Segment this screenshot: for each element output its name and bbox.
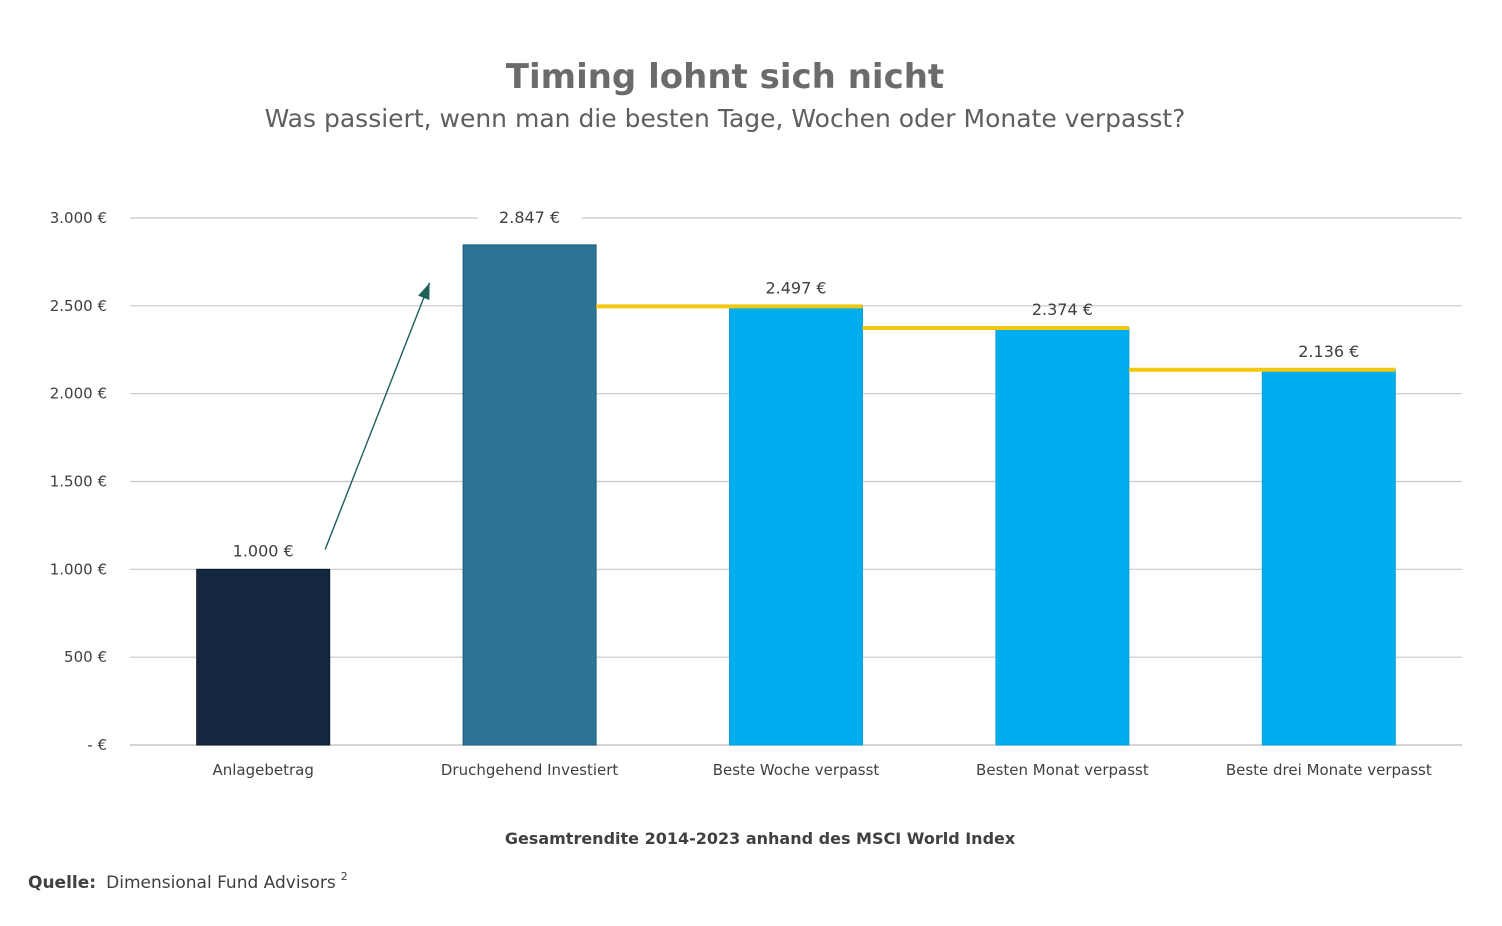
- data-label-background: [477, 206, 582, 230]
- category-label: Druchgehend Investiert: [441, 761, 619, 779]
- x-axis-label: Gesamtrendite 2014-2023 anhand des MSCI …: [505, 829, 1016, 848]
- y-tick-label: 3.000 €: [50, 209, 107, 227]
- bars: [196, 244, 1396, 746]
- data-label: 2.497 €: [765, 278, 826, 297]
- data-labels: 1.000 € 2.847 € 2.497 € 2.374 € 2.136 €: [233, 206, 1359, 560]
- y-tick-label: 2.000 €: [50, 385, 107, 403]
- source-note: Quelle: Dimensional Fund Advisors 2: [28, 870, 348, 893]
- category-label: Beste drei Monate verpasst: [1226, 761, 1432, 779]
- source-label: Quelle:: [28, 873, 96, 893]
- category-label: Besten Monat verpasst: [976, 761, 1149, 779]
- data-label: 1.000 €: [233, 541, 294, 560]
- y-tick-label: 1.500 €: [50, 473, 107, 491]
- bar: [1261, 369, 1396, 746]
- category-label: Anlagebetrag: [213, 761, 314, 779]
- data-label: 2.374 €: [1032, 300, 1093, 319]
- bar: [462, 244, 597, 746]
- step-lines: [596, 304, 1396, 372]
- y-tick-label: 500 €: [64, 648, 107, 666]
- source-text: Dimensional Fund Advisors: [106, 873, 336, 893]
- category-labels: Anlagebetrag Druchgehend Investiert Beste …: [213, 761, 1432, 779]
- bar: [995, 327, 1130, 746]
- arrow-shaft: [324, 282, 431, 550]
- arrow-head: [418, 282, 430, 300]
- source-superscript: 2: [341, 870, 348, 883]
- bar: [196, 568, 331, 746]
- chart-subtitle: Was passiert, wenn man die besten Tage, …: [265, 104, 1186, 133]
- y-tick-label: 2.500 €: [50, 297, 107, 315]
- y-tick-label: - €: [87, 736, 107, 754]
- y-axis-tick-labels: - € 500 € 1.000 € 1.500 € 2.000 € 2.500 € 3.00…: [50, 209, 107, 754]
- data-label: 2.136 €: [1298, 342, 1359, 361]
- growth-arrow: [324, 282, 431, 550]
- data-label: 2.847 €: [499, 208, 560, 227]
- category-label: Beste Woche verpasst: [713, 761, 880, 779]
- bar: [729, 305, 863, 746]
- chart-title: Timing lohnt sich nicht: [506, 57, 944, 97]
- y-tick-label: 1.000 €: [50, 560, 107, 578]
